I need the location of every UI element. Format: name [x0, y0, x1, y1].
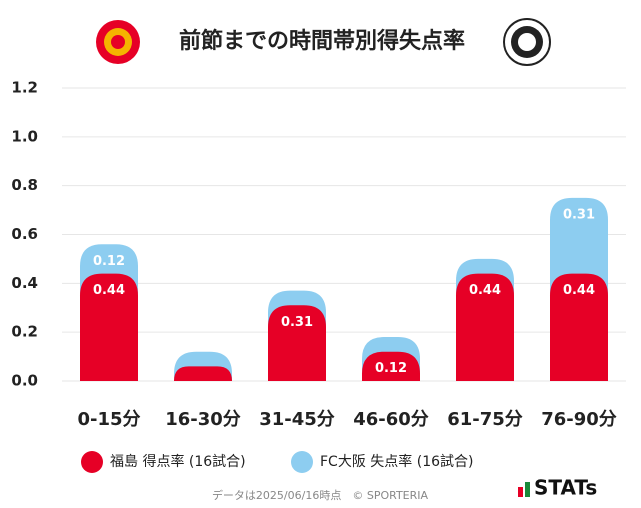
bar-segment [456, 273, 514, 381]
x-tick-label: 46-60分 [353, 409, 429, 430]
home-logo [96, 20, 140, 64]
value-label: 0.44 [93, 283, 125, 298]
legend-marker [291, 451, 313, 473]
away-logo [503, 18, 551, 66]
bar-segment [550, 273, 608, 381]
y-tick-label: 1.0 [11, 127, 38, 145]
x-tick-label: 31-45分 [259, 409, 335, 430]
y-tick-label: 0.0 [11, 372, 38, 390]
legend-marker [81, 451, 103, 473]
bar-segment [268, 305, 326, 381]
y-tick-label: 0.6 [11, 225, 38, 243]
value-label: 0.12 [375, 361, 407, 376]
x-tick-label: 61-75分 [447, 409, 523, 430]
value-label: 0.31 [563, 207, 595, 222]
value-label: 0.44 [563, 283, 595, 298]
value-label: 0.31 [281, 315, 313, 330]
value-label: 0.44 [469, 283, 501, 298]
y-tick-label: 0.8 [11, 176, 38, 194]
legend-label: FC大阪 失点率 (16試合) [320, 453, 473, 470]
legend-label: 福島 得点率 (16試合) [110, 453, 246, 470]
x-tick-label: 76-90分 [541, 409, 617, 430]
footer: データは2025/06/16時点 © SPORTERIA [212, 488, 429, 502]
bar-segment [174, 366, 232, 381]
y-tick-label: 0.4 [11, 274, 38, 292]
x-tick-label: 16-30分 [165, 409, 241, 430]
bar-segment [80, 273, 138, 381]
y-tick-label: 0.2 [11, 323, 38, 341]
x-tick-label: 0-15分 [77, 409, 140, 430]
value-label: 0.12 [93, 254, 125, 269]
bar-segment [550, 197, 608, 296]
bar-segment [362, 351, 420, 381]
brand-logo [518, 482, 530, 497]
y-tick-label: 1.2 [11, 79, 38, 97]
chart-title: 前節までの時間帯別得失点率 [179, 28, 465, 54]
brand: STATs [534, 476, 597, 500]
